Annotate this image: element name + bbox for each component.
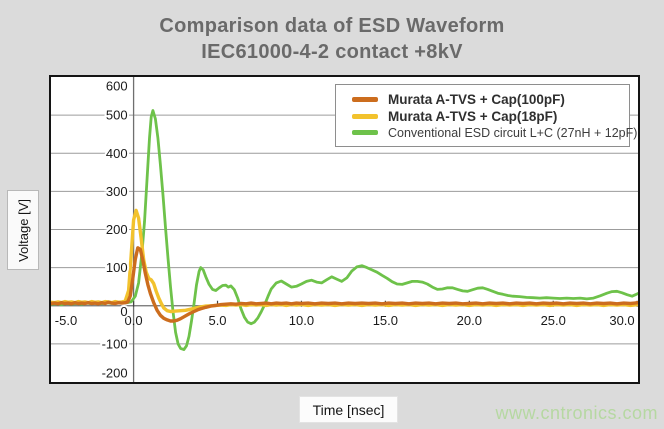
x-tick-label: 25.0 (541, 313, 566, 328)
chart-title-line1: Comparison data of ESD Waveform (159, 15, 505, 37)
waveform-plot: -5.0 0.0 5.0 10.0 15.0 20.0 25.0 30.0 600 500 400 3… (51, 77, 638, 382)
legend-item-atvs-100pf: Murata A-TVS + Cap(100pF) (352, 92, 625, 107)
legend-item-atvs-18pf: Murata A-TVS + Cap(18pF) (352, 109, 625, 124)
series-line-2 (51, 109, 638, 352)
x-tick-label: 15.0 (373, 313, 398, 328)
chart-title-line2: IEC61000-4-2 contact +8kV (201, 41, 463, 63)
legend-swatch-green (352, 130, 378, 135)
x-axis-label-box: Time [nsec] (299, 396, 398, 423)
x-tick-label: 5.0 (208, 313, 226, 328)
y-tick-label: 600 (106, 79, 128, 94)
x-tick-label: 30.0 (609, 313, 634, 328)
x-tick-label: 20.0 (457, 313, 482, 328)
y-tick-label: 100 (106, 260, 128, 275)
legend-label-atvs-18pf: Murata A-TVS + Cap(18pF) (388, 108, 558, 124)
x-axis-label: Time [nsec] (312, 401, 385, 418)
y-axis-label: Voltage [V] (15, 198, 31, 262)
legend-swatch-yellow (352, 113, 378, 119)
y-tick-label: 300 (106, 184, 128, 199)
watermark: www.cntronics.com (495, 403, 658, 423)
chart-title: Comparison data of ESD Waveform IEC61000… (0, 13, 664, 65)
legend-item-conventional: Conventional ESD circuit L+C (27nH + 12p… (352, 126, 637, 140)
x-tick-label: -5.0 (55, 313, 77, 328)
y-tick-label: 400 (106, 146, 128, 161)
plot-frame: -5.0 0.0 5.0 10.0 15.0 20.0 25.0 30.0 600 500 400 3… (49, 75, 640, 384)
y-tick-label: -100 (102, 336, 128, 351)
legend: Murata A-TVS + Cap(100pF) Murata A-TVS +… (335, 84, 637, 147)
legend-swatch-orange (352, 96, 378, 102)
y-tick-label: 500 (106, 108, 128, 123)
legend-label-atvs-100pf: Murata A-TVS + Cap(100pF) (388, 91, 565, 107)
series-line-0 (51, 246, 638, 323)
legend-label-conventional: Conventional ESD circuit L+C (27nH + 12p… (388, 125, 638, 140)
y-tick-label: 200 (106, 222, 128, 237)
x-tick-label: 10.0 (289, 313, 314, 328)
y-tick-label: 0 (120, 304, 127, 319)
series-line-1 (51, 208, 638, 314)
y-axis-label-box: Voltage [V] (7, 190, 39, 270)
x-tick-label: 0.0 (125, 313, 143, 328)
y-tick-label: -200 (102, 366, 128, 381)
